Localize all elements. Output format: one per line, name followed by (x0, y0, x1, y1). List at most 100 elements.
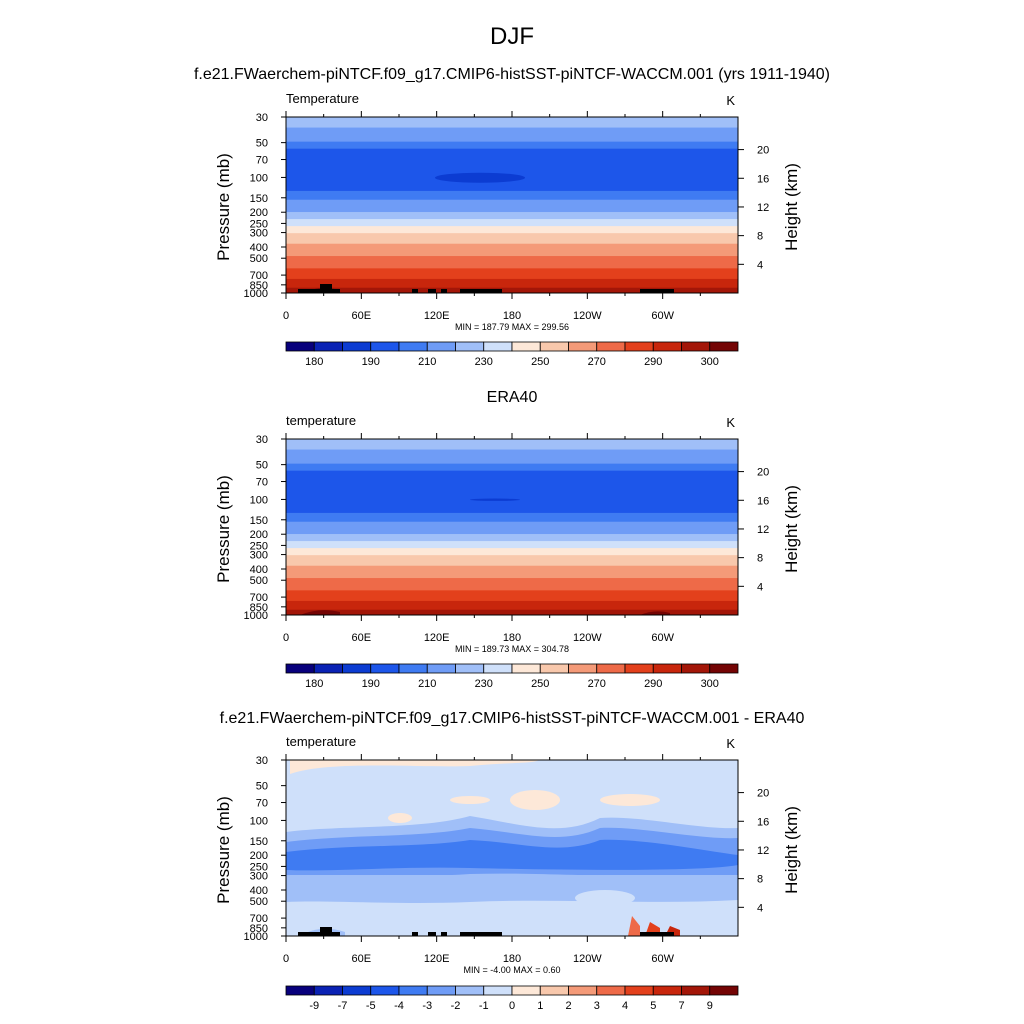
height-tick-label: 16 (757, 173, 769, 185)
y-tick-label: 700 (250, 270, 268, 282)
units-label: K (726, 736, 735, 751)
colorbar-swatch (568, 663, 598, 674)
stats-label: MIN = 189.73 MAX = 304.78 (455, 644, 569, 654)
contour-band (470, 498, 520, 501)
obs-title: ERA40 (487, 389, 538, 406)
y-tick-label: 100 (250, 494, 268, 506)
colorbar-swatch (624, 663, 654, 674)
contour-band (286, 243, 738, 257)
contour-band (286, 268, 738, 280)
colorbar-swatch (652, 663, 682, 674)
terrain-mask (428, 932, 436, 936)
contour-band (286, 873, 738, 903)
colorbar-label: 250 (531, 678, 549, 690)
stats-label: MIN = -4.00 MAX = 0.60 (463, 965, 560, 975)
x-tick-label: 120E (424, 310, 450, 322)
contour-field (286, 117, 738, 293)
contour-band (286, 199, 738, 213)
terrain-mask (640, 289, 674, 293)
colorbar-swatch (370, 663, 400, 674)
colorbar-swatch (511, 663, 541, 674)
contour-band (286, 117, 738, 129)
y-tick-label: 1000 (244, 610, 268, 622)
height-tick-label: 20 (757, 145, 769, 157)
y-tick-label: 70 (256, 155, 268, 167)
colorbar-swatch (596, 985, 626, 996)
colorbar-swatch (398, 663, 428, 674)
y-tick-label: 30 (256, 755, 268, 767)
left-string: Temperature (286, 91, 359, 106)
x-tick-label: 120W (573, 632, 602, 644)
colorbar-label: 5 (650, 1000, 656, 1012)
y-tick-label: 200 (250, 850, 268, 862)
contour-band (286, 565, 738, 579)
terrain-mask (412, 289, 418, 293)
x-tick-label: 180 (503, 310, 521, 322)
x-tick-label: 120W (573, 953, 602, 965)
colorbar-swatch (370, 341, 400, 352)
colorbar: -9 -7 -5 -4 -3 -2 -1 0 1 2 3 4 5 7 9 (285, 985, 739, 1012)
height-tick-label: 20 (757, 467, 769, 479)
y-tick-label: 1000 (244, 931, 268, 943)
colorbar-swatch (709, 341, 739, 352)
contour-band (370, 903, 450, 911)
height-tick-label: 8 (757, 553, 763, 565)
colorbar-label: 9 (707, 1000, 713, 1012)
colorbar-label: 180 (305, 678, 323, 690)
colorbar-label: -3 (422, 1000, 432, 1012)
panel-obs: temperature K 0 60E 120E 180 120W 60W 30 50 70 100 1… (214, 413, 801, 690)
x-tick-label: 60E (352, 310, 372, 322)
colorbar-swatch (285, 341, 315, 352)
terrain-mask (428, 289, 436, 293)
colorbar-label: 190 (362, 678, 380, 690)
contour-band (286, 219, 738, 227)
y-axis-label-right: Height (km) (782, 806, 801, 894)
height-tick-label: 8 (757, 231, 763, 243)
x-tick-label: 0 (283, 953, 289, 965)
contour-band (628, 916, 640, 936)
y-tick-label: 300 (250, 550, 268, 562)
y-tick-label: 400 (250, 564, 268, 576)
y-tick-label: 200 (250, 207, 268, 219)
colorbar-label: 290 (644, 356, 662, 368)
y-tick-label: 1000 (244, 288, 268, 300)
case-title: f.e21.FWaerchem-piNTCF.f09_g17.CMIP6-his… (194, 66, 830, 83)
x-tick-label: 120E (424, 632, 450, 644)
contour-band (286, 190, 738, 201)
y-tick-label: 100 (250, 815, 268, 827)
colorbar: 180 190 210 230 250 270 290 300 (285, 663, 739, 690)
contour-band (286, 439, 738, 451)
colorbar-swatch (483, 985, 513, 996)
height-tick-label: 4 (757, 902, 763, 914)
y-tick-label: 250 (250, 540, 268, 552)
colorbar-swatch (342, 341, 372, 352)
units-label: K (726, 415, 735, 430)
y-tick-label: 500 (250, 575, 268, 587)
contour-band (286, 521, 738, 535)
colorbar-swatch (681, 341, 711, 352)
colorbar-swatch (285, 985, 315, 996)
height-tick-label: 16 (757, 816, 769, 828)
colorbar-swatch (624, 985, 654, 996)
contour-band (286, 839, 738, 871)
colorbar-swatch (511, 985, 541, 996)
x-tick-label: 120W (573, 310, 602, 322)
contour-field (286, 439, 738, 615)
colorbar-label: 180 (305, 356, 323, 368)
colorbar-swatch (426, 663, 456, 674)
contour-band (286, 287, 738, 293)
terrain-mask (320, 284, 332, 293)
contour-band (286, 278, 738, 289)
y-axis-label: Pressure (mb) (214, 153, 233, 261)
contour-band (600, 794, 660, 806)
y-axis-label: Pressure (mb) (214, 796, 233, 904)
colorbar: 180 190 210 230 250 270 290 300 (285, 341, 739, 368)
y-tick-label: 70 (256, 798, 268, 810)
x-tick-label: 60W (651, 310, 674, 322)
diff-title: f.e21.FWaerchem-piNTCF.f09_g17.CMIP6-his… (220, 710, 805, 727)
colorbar-label: 2 (565, 1000, 571, 1012)
left-string: temperature (286, 413, 356, 428)
colorbar-swatch (342, 663, 372, 674)
contour-band (286, 233, 738, 245)
panel-diff: temperature K0 60E 120E 180 120W 60W3050701001… (214, 734, 801, 1012)
